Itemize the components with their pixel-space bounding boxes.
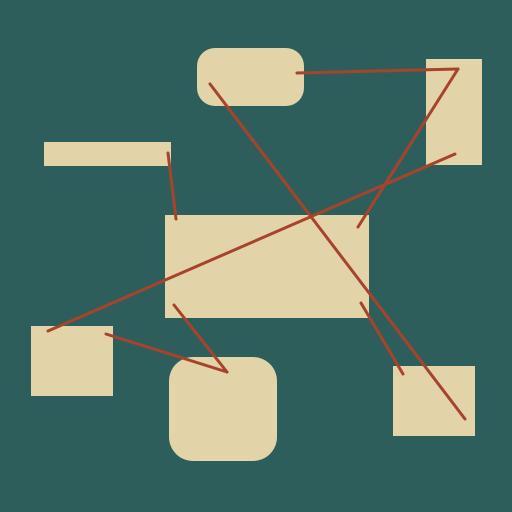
node-rounded-top — [197, 48, 304, 106]
node-center-large — [165, 215, 369, 318]
node-small-left — [31, 326, 113, 396]
node-bottom-right — [393, 366, 475, 436]
node-thin-bar — [44, 142, 171, 166]
node-rounded-bottom — [169, 357, 277, 461]
node-right-tall — [426, 59, 482, 165]
